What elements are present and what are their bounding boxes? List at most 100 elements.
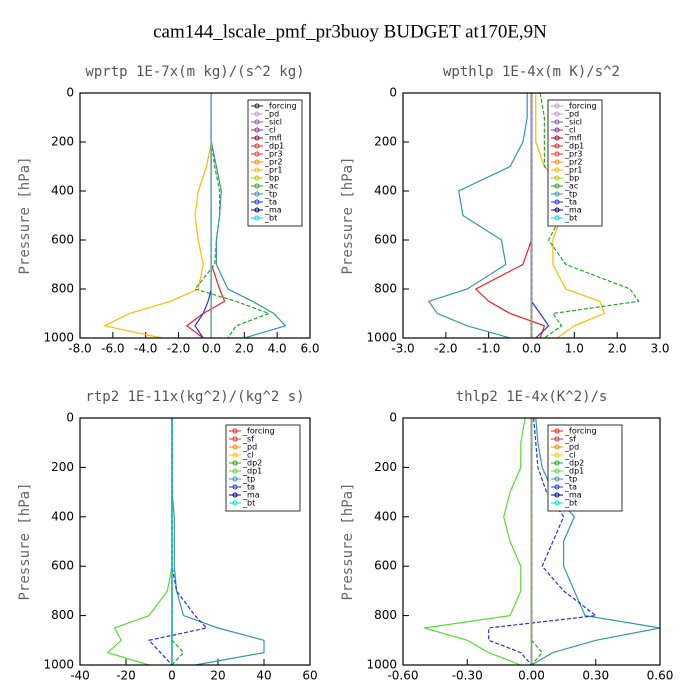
profile-line xyxy=(535,93,606,339)
legend-marker xyxy=(232,428,238,434)
legend-marker xyxy=(254,127,260,133)
legend-marker xyxy=(554,183,560,189)
profile-line xyxy=(427,93,528,339)
legend-label: _pd xyxy=(564,443,579,452)
legend-marker xyxy=(554,215,560,221)
legend-marker xyxy=(254,175,260,181)
legend-label: _mfl xyxy=(564,134,582,143)
legend-marker xyxy=(554,428,560,434)
legend-marker xyxy=(554,143,560,149)
x-tick-label: 0.00 xyxy=(518,669,545,683)
x-tick-label: 60 xyxy=(302,669,317,683)
legend-marker xyxy=(254,183,260,189)
legend-label: _tp xyxy=(242,475,255,484)
profile-line xyxy=(530,93,550,339)
legend-label: _bp xyxy=(264,174,279,183)
legend-marker xyxy=(554,500,560,506)
y-tick-label: 1000 xyxy=(43,658,74,672)
y-tick-label: 200 xyxy=(51,460,74,474)
x-tick-label: 6.0 xyxy=(300,342,319,356)
x-tick-label: -2.0 xyxy=(167,342,190,356)
y-tick-label: 800 xyxy=(51,282,74,296)
y-tick-label: 0 xyxy=(66,86,74,100)
legend-label: _bp xyxy=(564,174,579,183)
x-tick-label: -0.60 xyxy=(387,669,418,683)
legend-label: _pr1 xyxy=(264,166,282,175)
legend-marker xyxy=(232,500,238,506)
legend-label: _tp xyxy=(264,190,277,199)
profile-line xyxy=(539,92,640,339)
x-tick-label: 2.0 xyxy=(235,342,254,356)
x-tick-label: -4.0 xyxy=(134,342,157,356)
legend-marker xyxy=(254,151,260,157)
legend-label: _dp1 xyxy=(264,142,284,151)
y-tick-label: 800 xyxy=(51,608,74,622)
x-tick-label: -0.30 xyxy=(452,669,483,683)
legend-label: _cl xyxy=(264,126,276,135)
profile-line xyxy=(106,418,173,666)
legend-marker xyxy=(232,452,238,458)
y-tick-label: 200 xyxy=(374,460,397,474)
legend-label: _pd xyxy=(264,110,279,119)
legend-label: _forcing xyxy=(564,427,597,436)
y-tick-label: 400 xyxy=(374,184,397,198)
y-axis-label: Pressure [hPa] xyxy=(17,156,33,274)
legend-marker xyxy=(554,476,560,482)
y-axis-label: Pressure [hPa] xyxy=(340,156,356,274)
legend-marker xyxy=(554,135,560,141)
legend-marker xyxy=(254,191,260,197)
legend-label: _bt xyxy=(564,214,577,223)
x-tick-label: 1.0 xyxy=(565,342,584,356)
x-tick-label: -2.0 xyxy=(434,342,457,356)
y-axis-label: Pressure [hPa] xyxy=(340,482,356,600)
legend-label: _ma xyxy=(264,206,282,215)
legend-label: _ta xyxy=(564,198,577,207)
profile-line xyxy=(147,418,208,666)
plot-frame xyxy=(79,417,311,666)
profile-line xyxy=(531,417,661,666)
legend-label: _cl xyxy=(564,126,576,135)
legend-marker xyxy=(232,436,238,442)
y-tick-label: 600 xyxy=(374,559,397,573)
y-tick-label: 800 xyxy=(374,282,397,296)
legend-label: _pr3 xyxy=(264,150,282,159)
legend-label: _pr1 xyxy=(564,166,582,175)
x-tick-label: 2.0 xyxy=(608,342,627,356)
legend-marker xyxy=(254,143,260,149)
legend-label: _bt xyxy=(264,214,277,223)
legend-box xyxy=(247,99,303,227)
legend-label: _mfl xyxy=(264,134,282,143)
y-tick-label: 600 xyxy=(51,233,74,247)
legend-marker xyxy=(254,103,260,109)
x-tick-label: 0.60 xyxy=(647,669,674,683)
legend-marker xyxy=(232,484,238,490)
legend-label: _dp1 xyxy=(564,142,584,151)
legend-marker xyxy=(254,135,260,141)
legend-label: _pd xyxy=(242,443,257,452)
x-tick-label: 40 xyxy=(256,669,271,683)
legend-label: _tp xyxy=(564,475,577,484)
x-tick-label: -8.0 xyxy=(68,342,91,356)
x-tick-label: -3.0 xyxy=(391,342,414,356)
plot-frame xyxy=(402,92,661,339)
legend-label: _dp1 xyxy=(242,467,262,476)
legend-marker xyxy=(554,191,560,197)
y-tick-label: 600 xyxy=(51,559,74,573)
legend-marker xyxy=(254,119,260,125)
legend-label: _ta xyxy=(242,483,255,492)
legend-label: _forcing xyxy=(264,102,297,111)
legend-label: _forcing xyxy=(564,102,597,111)
y-axis-label: Pressure [hPa] xyxy=(17,482,33,600)
legend-marker xyxy=(554,444,560,450)
legend-marker xyxy=(254,159,260,165)
y-tick-label: 1000 xyxy=(366,658,397,672)
legend-marker xyxy=(554,159,560,165)
legend-marker xyxy=(554,119,560,125)
legend-label: _sicl xyxy=(264,118,282,127)
profile-line xyxy=(424,417,526,666)
x-tick-label: 4.0 xyxy=(268,342,287,356)
x-tick-label: 0.0 xyxy=(522,342,541,356)
y-tick-label: 400 xyxy=(374,509,397,523)
legend-marker xyxy=(554,167,560,173)
